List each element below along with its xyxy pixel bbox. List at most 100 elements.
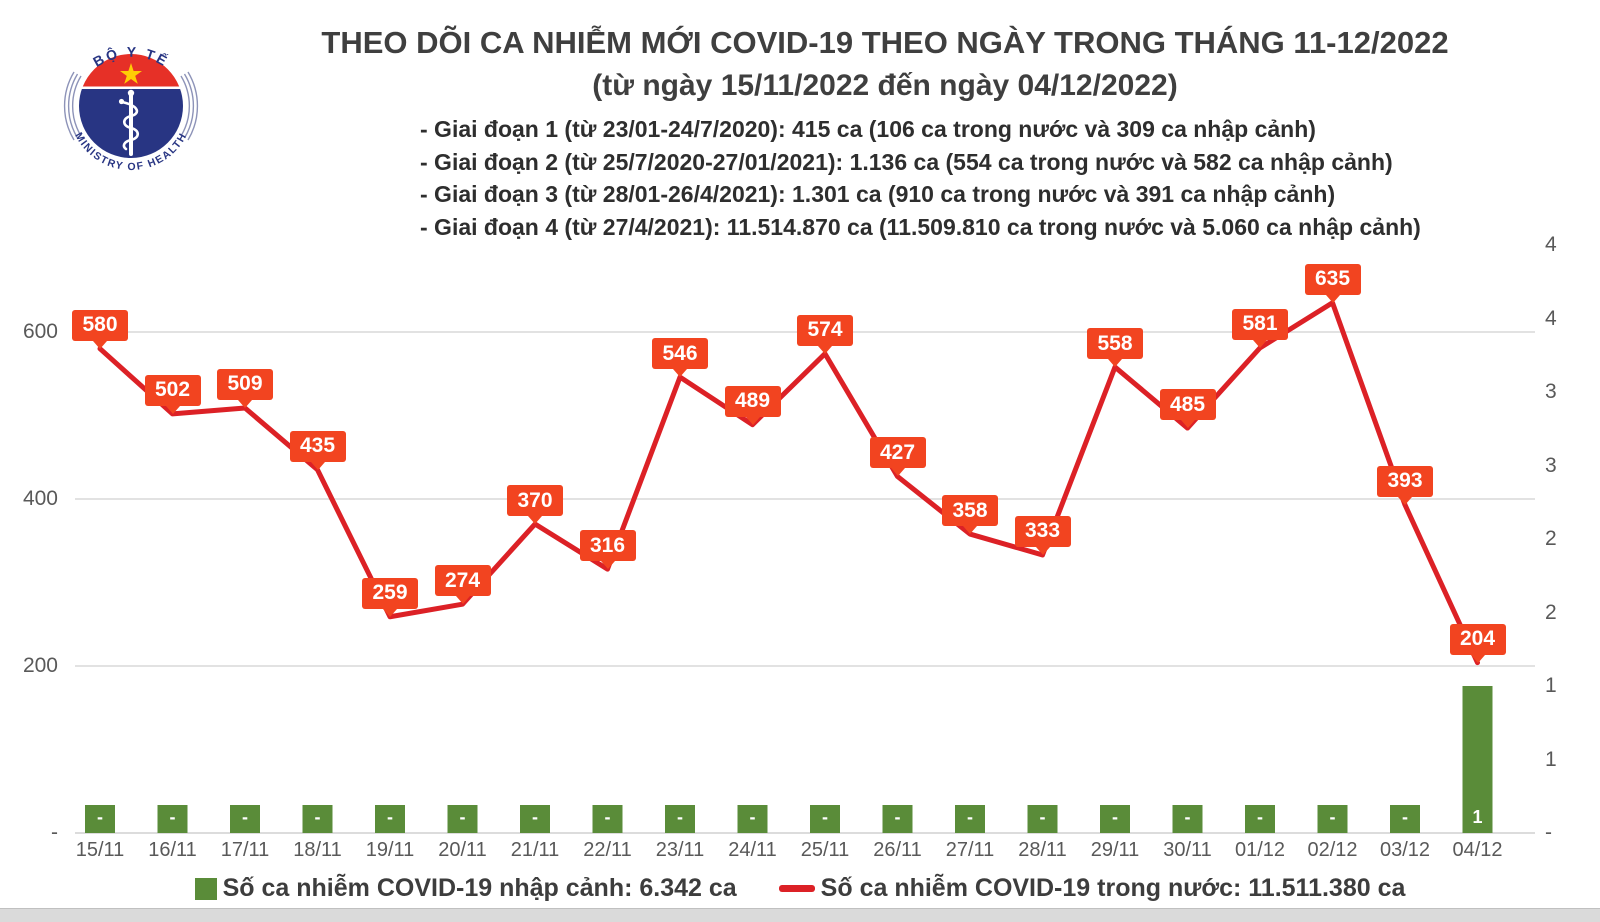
data-label-callout: 558 xyxy=(1087,328,1143,368)
imported-cases-bar xyxy=(1100,805,1130,833)
bar-value-label: - xyxy=(460,807,466,827)
domestic-cases-swatch xyxy=(778,885,815,892)
legend-imported-label: Số ca nhiễm COVID-19 nhập cảnh: 6.342 ca xyxy=(222,874,737,902)
left-axis-tick: 600 xyxy=(22,320,58,343)
data-label-callout: 435 xyxy=(289,430,346,470)
data-label-callout: 546 xyxy=(652,338,708,378)
phase-3-line: - Giai đoạn 3 (từ 28/01-26/4/2021): 1.30… xyxy=(420,181,1336,207)
left-axis-tick: - xyxy=(51,821,58,844)
bar-value-label: - xyxy=(387,807,393,827)
date-axis-label: 29/11 xyxy=(1090,839,1140,861)
date-axis-label: 22/11 xyxy=(583,839,632,861)
date-axis-label: 26/11 xyxy=(873,839,922,861)
bar-value-label: 1 xyxy=(1472,807,1482,827)
data-label-callout: 509 xyxy=(217,368,273,408)
legend-item-imported: Số ca nhiễm COVID-19 nhập cảnh: 6.342 ca xyxy=(194,874,737,903)
imported-cases-bar xyxy=(1390,805,1420,833)
bar-value-label: - xyxy=(967,807,973,827)
imported-cases-swatch xyxy=(194,877,217,900)
date-axis-label: 21/11 xyxy=(510,839,560,861)
rod-of-asclepius-icon xyxy=(118,89,140,156)
right-axis-tick: 3 xyxy=(1545,380,1557,403)
date-axis-label: 19/11 xyxy=(365,839,415,861)
right-axis-tick: - xyxy=(1545,821,1552,844)
bar-value-label: - xyxy=(1040,807,1046,827)
page-title: THEO DÕI CA NHIỄM MỚI COVID-19 THEO NGÀY… xyxy=(321,25,1449,60)
left-axis-tick: 200 xyxy=(22,654,58,677)
data-label-callout: 274 xyxy=(434,565,491,605)
domestic-cases-line xyxy=(97,300,1480,666)
right-axis-tick: 4 xyxy=(1545,306,1557,330)
data-label-callout: 581 xyxy=(1232,308,1288,348)
chart-legend: Số ca nhiễm COVID-19 nhập cảnh: 6.342 ca… xyxy=(0,874,1600,903)
imported-cases-bar xyxy=(447,805,478,833)
legend-domestic-label: Số ca nhiễm COVID-19 trong nước: 11.511.… xyxy=(820,874,1406,902)
logo-divider xyxy=(79,86,183,89)
imported-cases-bar xyxy=(737,805,768,833)
imported-cases-bar xyxy=(1172,805,1203,833)
date-axis-label: 27/11 xyxy=(945,839,995,861)
data-label-callout: 485 xyxy=(1159,389,1216,429)
ministry-of-health-logo: BỘ Y TẾ MINISTRY OF HEALTH xyxy=(56,16,206,182)
imported-cases-bar xyxy=(1462,686,1493,833)
date-axis-label: 30/11 xyxy=(1163,839,1212,861)
imported-cases-bar xyxy=(157,805,188,833)
bar-value-label: - xyxy=(532,807,538,827)
phase-2-line: - Giai đoạn 2 (từ 25/7/2020-27/01/2021):… xyxy=(420,148,1393,175)
data-label-callout: 358 xyxy=(942,495,998,535)
data-label-callout: 333 xyxy=(1014,515,1071,555)
bar-value-label: - xyxy=(170,807,176,827)
imported-cases-bar xyxy=(665,805,695,833)
imported-cases-bar xyxy=(882,805,913,833)
data-label-callout: 393 xyxy=(1377,465,1433,505)
date-axis-label: 20/11 xyxy=(438,839,487,861)
date-axis-label: 23/11 xyxy=(655,839,705,861)
data-label-callout: 574 xyxy=(797,314,853,354)
date-axis-label: 04/12 xyxy=(1452,839,1503,861)
right-axis-tick: 2 xyxy=(1545,600,1557,624)
bar-value-label: - xyxy=(97,807,103,827)
data-label-callout: 427 xyxy=(869,437,926,477)
phase-summary-block: - Giai đoạn 1 (từ 23/01-24/7/2020): 415 … xyxy=(420,113,1421,243)
date-axis-label: 01/12 xyxy=(1234,839,1286,861)
data-label-callout: 635 xyxy=(1304,263,1361,303)
data-label-callout: 204 xyxy=(1449,623,1506,663)
bar-value-label: - xyxy=(1112,807,1118,827)
logo-side-arcs xyxy=(63,71,199,141)
bar-value-label: - xyxy=(1257,807,1263,827)
bar-value-label: - xyxy=(822,807,828,827)
left-axis-tick: 400 xyxy=(22,487,58,510)
date-axis-label: 15/11 xyxy=(75,839,125,861)
bar-value-label: - xyxy=(1402,807,1408,827)
data-label-callout: 580 xyxy=(72,309,128,349)
right-axis-tick: 4 xyxy=(1545,233,1557,256)
imported-cases-bar xyxy=(302,805,333,833)
date-axis-label: 17/11 xyxy=(220,839,270,861)
date-axis-label: 24/11 xyxy=(728,839,777,861)
imported-cases-bar xyxy=(230,805,260,833)
page-subtitle: (từ ngày 15/11/2022 đến ngày 04/12/2022) xyxy=(592,68,1178,102)
bar-value-label: - xyxy=(895,807,901,827)
right-axis-tick: 2 xyxy=(1545,527,1557,550)
data-label-callout: 489 xyxy=(724,385,781,425)
bar-value-label: - xyxy=(605,807,611,827)
imported-cases-bar xyxy=(520,805,550,833)
bar-value-label: - xyxy=(677,807,683,827)
date-axis-label: 28/11 xyxy=(1018,839,1067,861)
right-axis-tick: 1 xyxy=(1545,747,1557,771)
imported-cases-bar xyxy=(1317,805,1348,833)
date-axis-label: 16/11 xyxy=(148,839,197,861)
right-axis-tick: 3 xyxy=(1545,453,1557,477)
window-bottom-edge xyxy=(0,908,1600,922)
bar-value-label: - xyxy=(1330,807,1336,827)
imported-cases-bar xyxy=(85,805,115,833)
bar-value-label: - xyxy=(315,807,321,827)
legend-item-domestic: Số ca nhiễm COVID-19 trong nước: 11.511.… xyxy=(778,874,1406,903)
data-label-callout: 316 xyxy=(579,530,636,570)
imported-cases-bar xyxy=(592,805,623,833)
imported-cases-bar xyxy=(810,805,840,833)
data-label-callout: 370 xyxy=(507,485,563,525)
data-label-callout: 502 xyxy=(144,374,201,414)
bar-value-label: - xyxy=(1185,807,1191,827)
